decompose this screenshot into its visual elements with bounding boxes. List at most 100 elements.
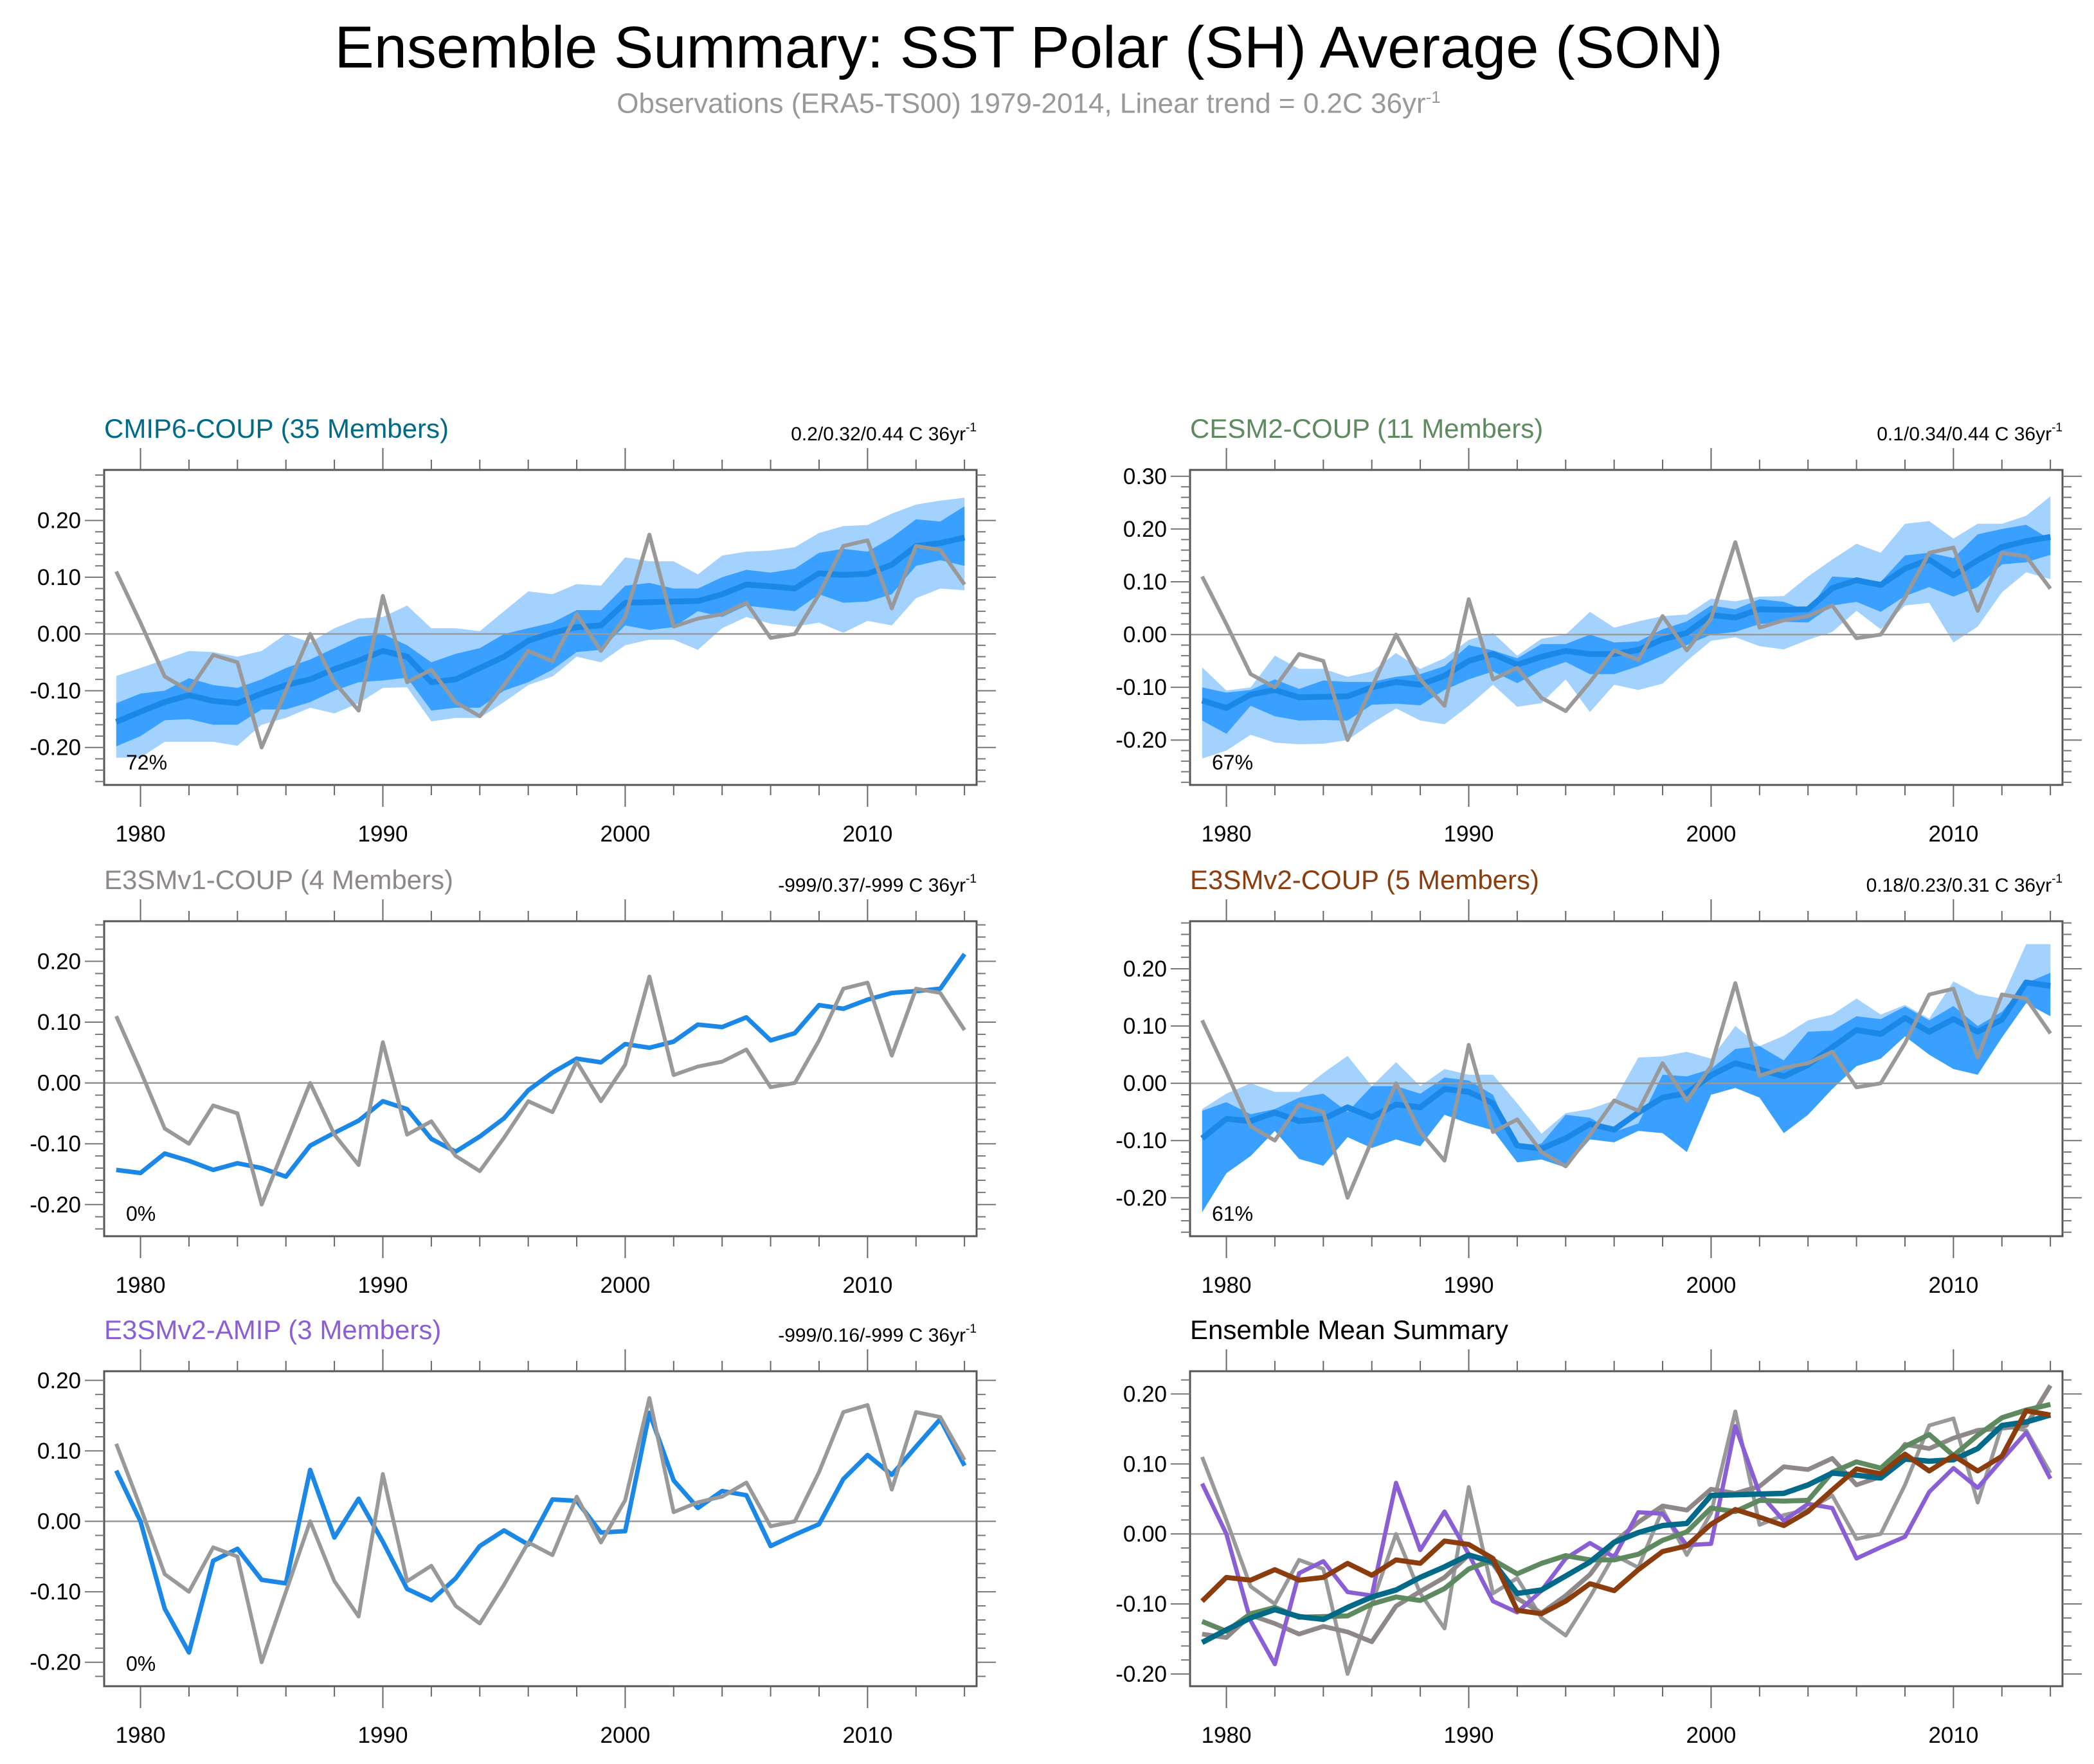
trend-label: 0.18/0.23/0.31 C 36yr-1 xyxy=(1866,872,2062,896)
x-tick-label: 1990 xyxy=(1444,822,1494,847)
x-tick-label: 1990 xyxy=(1444,1273,1494,1298)
x-tick-label: 2000 xyxy=(1686,1273,1736,1298)
plot-frame xyxy=(103,469,978,786)
subtitle-superscript: -1 xyxy=(1425,87,1441,107)
trend-text: 0.2/0.32/0.44 C 36yr xyxy=(791,424,966,445)
y-tick-label: -0.10 xyxy=(1115,1592,1167,1617)
inner-spread-band xyxy=(1202,973,2051,1212)
x-tick-label: 1980 xyxy=(1202,822,1252,847)
x-tick-label: 2010 xyxy=(842,1723,892,1748)
y-tick-label: 0.20 xyxy=(1123,517,1167,542)
x-tick-label: 2010 xyxy=(1928,1273,1978,1298)
observations-line xyxy=(114,1396,966,1664)
x-tick-label: 2000 xyxy=(1686,822,1736,847)
panel-title: E3SMv1-COUP (4 Members) xyxy=(104,865,453,895)
ensemble-mean-line xyxy=(1201,1401,2052,1634)
percent-within-spread-label: 67% xyxy=(1212,751,1253,774)
panel-title: E3SMv2-AMIP (3 Members) xyxy=(104,1315,441,1345)
panel-title: Ensemble Mean Summary xyxy=(1190,1315,1508,1345)
y-tick-label: -0.20 xyxy=(1115,1662,1167,1687)
figure-title: Ensemble Summary: SST Polar (SH) Average… xyxy=(334,15,1723,80)
panel-title: CESM2-COUP (11 Members) xyxy=(1190,413,1543,444)
x-tick-label: 1980 xyxy=(1202,1273,1252,1298)
y-tick-label: -0.20 xyxy=(30,735,81,760)
y-tick-label: -0.20 xyxy=(30,1650,81,1675)
observations-line xyxy=(1200,1409,2052,1676)
x-tick-label: 2010 xyxy=(842,822,892,847)
trend-text: -999/0.37/-999 C 36yr xyxy=(778,875,966,896)
ensemble-mean-line xyxy=(116,953,967,1179)
y-tick-label: 0.20 xyxy=(37,1368,81,1393)
y-tick-label: 0.20 xyxy=(37,509,81,534)
y-tick-label: -0.20 xyxy=(1115,1185,1167,1210)
observations-line xyxy=(1200,540,2052,742)
x-tick-label: 1990 xyxy=(1444,1723,1494,1748)
y-tick-label: -0.10 xyxy=(30,1131,81,1156)
panel-title: E3SMv2-COUP (5 Members) xyxy=(1190,865,1539,895)
plot-area xyxy=(1190,944,2062,1212)
ensemble-mean-line xyxy=(1201,534,2051,711)
x-tick-label: 1980 xyxy=(116,1723,166,1748)
y-tick-label: 0.10 xyxy=(1123,1014,1167,1039)
outer-spread-band xyxy=(1202,944,2051,1212)
y-tick-label: 0.00 xyxy=(1123,1071,1167,1096)
plot-area xyxy=(104,953,977,1207)
percent-within-spread-label: 61% xyxy=(1212,1202,1253,1225)
plot-area xyxy=(104,1396,977,1664)
observations-line xyxy=(1200,981,2052,1200)
x-tick-label: 1990 xyxy=(358,1723,408,1748)
ensemble-mean-line xyxy=(1200,979,2051,1152)
plot-frame xyxy=(1189,469,2064,786)
trend-superscript: -1 xyxy=(966,421,977,435)
trend-text: 0.18/0.23/0.31 C 36yr xyxy=(1866,875,2052,896)
trend-label: -999/0.16/-999 C 36yr-1 xyxy=(778,1322,977,1346)
y-tick-label: -0.10 xyxy=(30,678,81,703)
panel-2: CESM2-COUP (11 Members) 0.1/0.34/0.44 C 3… xyxy=(1115,413,2082,847)
trend-superscript: -1 xyxy=(2052,872,2062,886)
y-tick-label: 0.00 xyxy=(37,622,81,647)
x-tick-label: 2010 xyxy=(842,1273,892,1298)
trend-superscript: -1 xyxy=(966,872,977,886)
observations-line xyxy=(114,975,966,1207)
y-tick-label: 0.10 xyxy=(37,1439,81,1464)
panel-5: E3SMv2-AMIP (3 Members) -999/0.16/-999 C … xyxy=(30,1315,996,1748)
panel-1: CMIP6-COUP (35 Members) 0.2/0.32/0.44 C 3… xyxy=(30,413,996,847)
y-tick-label: 0.10 xyxy=(1123,570,1167,595)
y-tick-label: 0.00 xyxy=(1123,1522,1167,1547)
trend-label: 0.2/0.32/0.44 C 36yr-1 xyxy=(791,421,977,445)
trend-superscript: -1 xyxy=(2052,421,2062,435)
y-tick-label: 0.00 xyxy=(37,1509,81,1534)
y-tick-label: 0.20 xyxy=(1123,957,1167,982)
y-tick-label: 0.10 xyxy=(1123,1452,1167,1477)
plot-area xyxy=(1190,496,2062,759)
panel-3: E3SMv1-COUP (4 Members) -999/0.37/-999 C … xyxy=(30,865,996,1298)
panel-4: E3SMv2-COUP (5 Members) 0.18/0.23/0.31 C … xyxy=(1115,865,2082,1298)
y-tick-label: -0.20 xyxy=(30,1192,81,1218)
ensemble-mean-line xyxy=(114,1410,967,1655)
inner-spread-band xyxy=(116,506,965,746)
y-tick-label: 0.00 xyxy=(37,1071,81,1096)
y-tick-label: 0.30 xyxy=(1123,464,1167,489)
trend-text: 0.1/0.34/0.44 C 36yr xyxy=(1877,424,2052,445)
y-tick-label: 0.20 xyxy=(37,949,81,974)
x-tick-label: 2000 xyxy=(600,1273,650,1298)
percent-within-spread-label: 72% xyxy=(126,751,167,774)
y-tick-label: -0.20 xyxy=(1115,728,1167,753)
x-tick-label: 2000 xyxy=(1686,1723,1736,1748)
x-tick-label: 1990 xyxy=(358,1273,408,1298)
x-tick-label: 1980 xyxy=(116,1273,166,1298)
plot-area xyxy=(1190,1384,2062,1676)
x-tick-label: 1980 xyxy=(116,822,166,847)
y-tick-label: 0.00 xyxy=(1123,622,1167,647)
panel-title: CMIP6-COUP (35 Members) xyxy=(104,413,449,444)
y-tick-label: 0.10 xyxy=(37,1010,81,1035)
percent-within-spread-label: 0% xyxy=(126,1202,156,1225)
x-tick-label: 2000 xyxy=(600,1723,650,1748)
trend-superscript: -1 xyxy=(966,1322,977,1336)
subtitle-text: Observations (ERA5-TS00) 1979-2014, Line… xyxy=(617,87,1426,120)
y-tick-label: -0.10 xyxy=(30,1580,81,1605)
percent-within-spread-label: 0% xyxy=(126,1652,156,1675)
x-tick-label: 1980 xyxy=(1202,1723,1252,1748)
plot-area xyxy=(104,498,977,758)
